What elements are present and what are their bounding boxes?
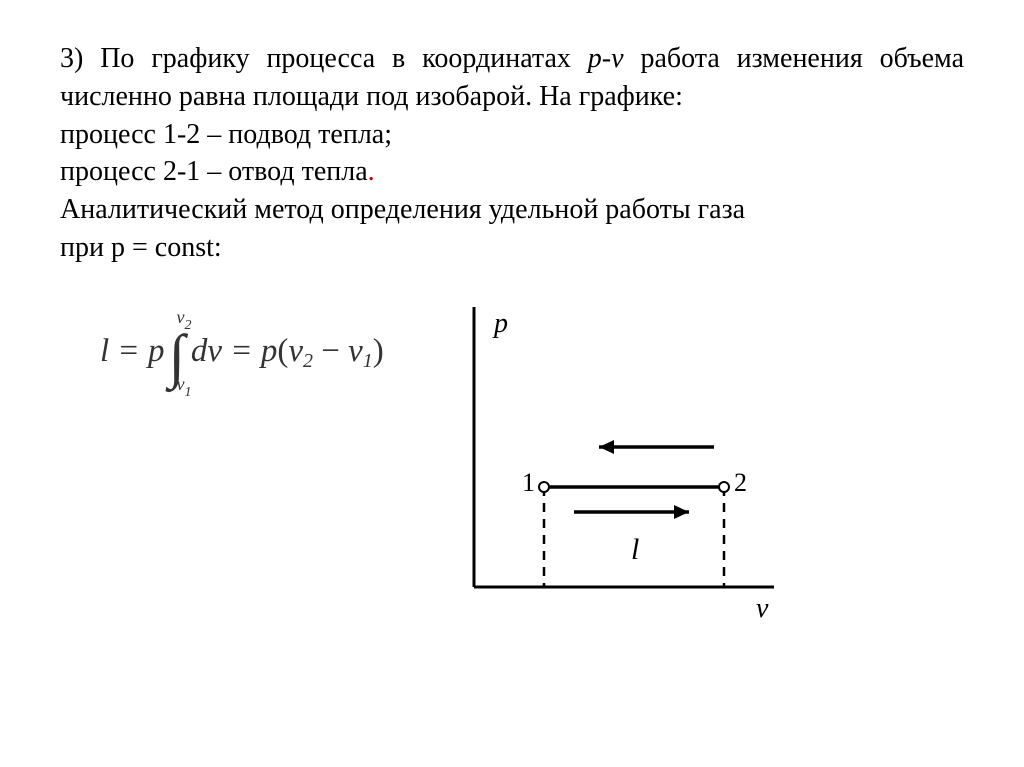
formula-v1-sub: 1 (363, 350, 373, 372)
page-content: 3) По графику процесса в координатах p-v… (0, 0, 1024, 632)
svg-text:p: p (492, 308, 508, 339)
formula-l: l (100, 333, 109, 369)
formula-minus: − (313, 333, 348, 369)
formula-v1: v (348, 333, 363, 369)
int-lower: v1 (176, 377, 191, 398)
formula-eq2: = (222, 333, 261, 369)
formula-block: l = p∫v2v1dv = p(v2 − v1) (60, 287, 384, 380)
formula-p1: p (148, 333, 165, 369)
text-line-1a: 3) По графику процесса в координатах (60, 43, 588, 74)
formula-v2: v (288, 333, 303, 369)
svg-text:v: v (756, 593, 769, 624)
pv-graph: p v 1 2 l (424, 287, 794, 632)
text-line-3: процесс 2-1 – отвод тепла (60, 156, 368, 187)
formula-rparen: ) (373, 333, 384, 369)
formula-v2-sub: 2 (303, 350, 313, 372)
int-upper: v2 (176, 310, 191, 331)
formula-eq1: = (109, 333, 148, 369)
paragraph-block: 3) По графику процесса в координатах p-v… (60, 40, 964, 267)
svg-text:1: 1 (522, 468, 535, 497)
pv-svg: p v 1 2 l (424, 287, 794, 627)
int-upper-sub: 2 (184, 318, 191, 333)
formula-graph-row: l = p∫v2v1dv = p(v2 − v1) pv12l (60, 287, 964, 632)
text-line-4: Аналитический метод определения удельной… (60, 194, 745, 225)
integral-sign: ∫v2v1 (168, 332, 184, 380)
text-pv: p-v (588, 43, 624, 74)
svg-text:2: 2 (734, 468, 747, 497)
text-line-5: при p = const: (60, 232, 222, 263)
text-line-3-dot: . (368, 156, 375, 187)
formula-dv: dv (191, 333, 222, 369)
formula-lparen: ( (277, 333, 288, 369)
svg-text:l: l (631, 533, 639, 566)
formula-p2: p (261, 333, 278, 369)
text-line-2: процесс 1-2 – подвод тепла; (60, 119, 392, 150)
int-lower-sub: 1 (184, 385, 191, 400)
